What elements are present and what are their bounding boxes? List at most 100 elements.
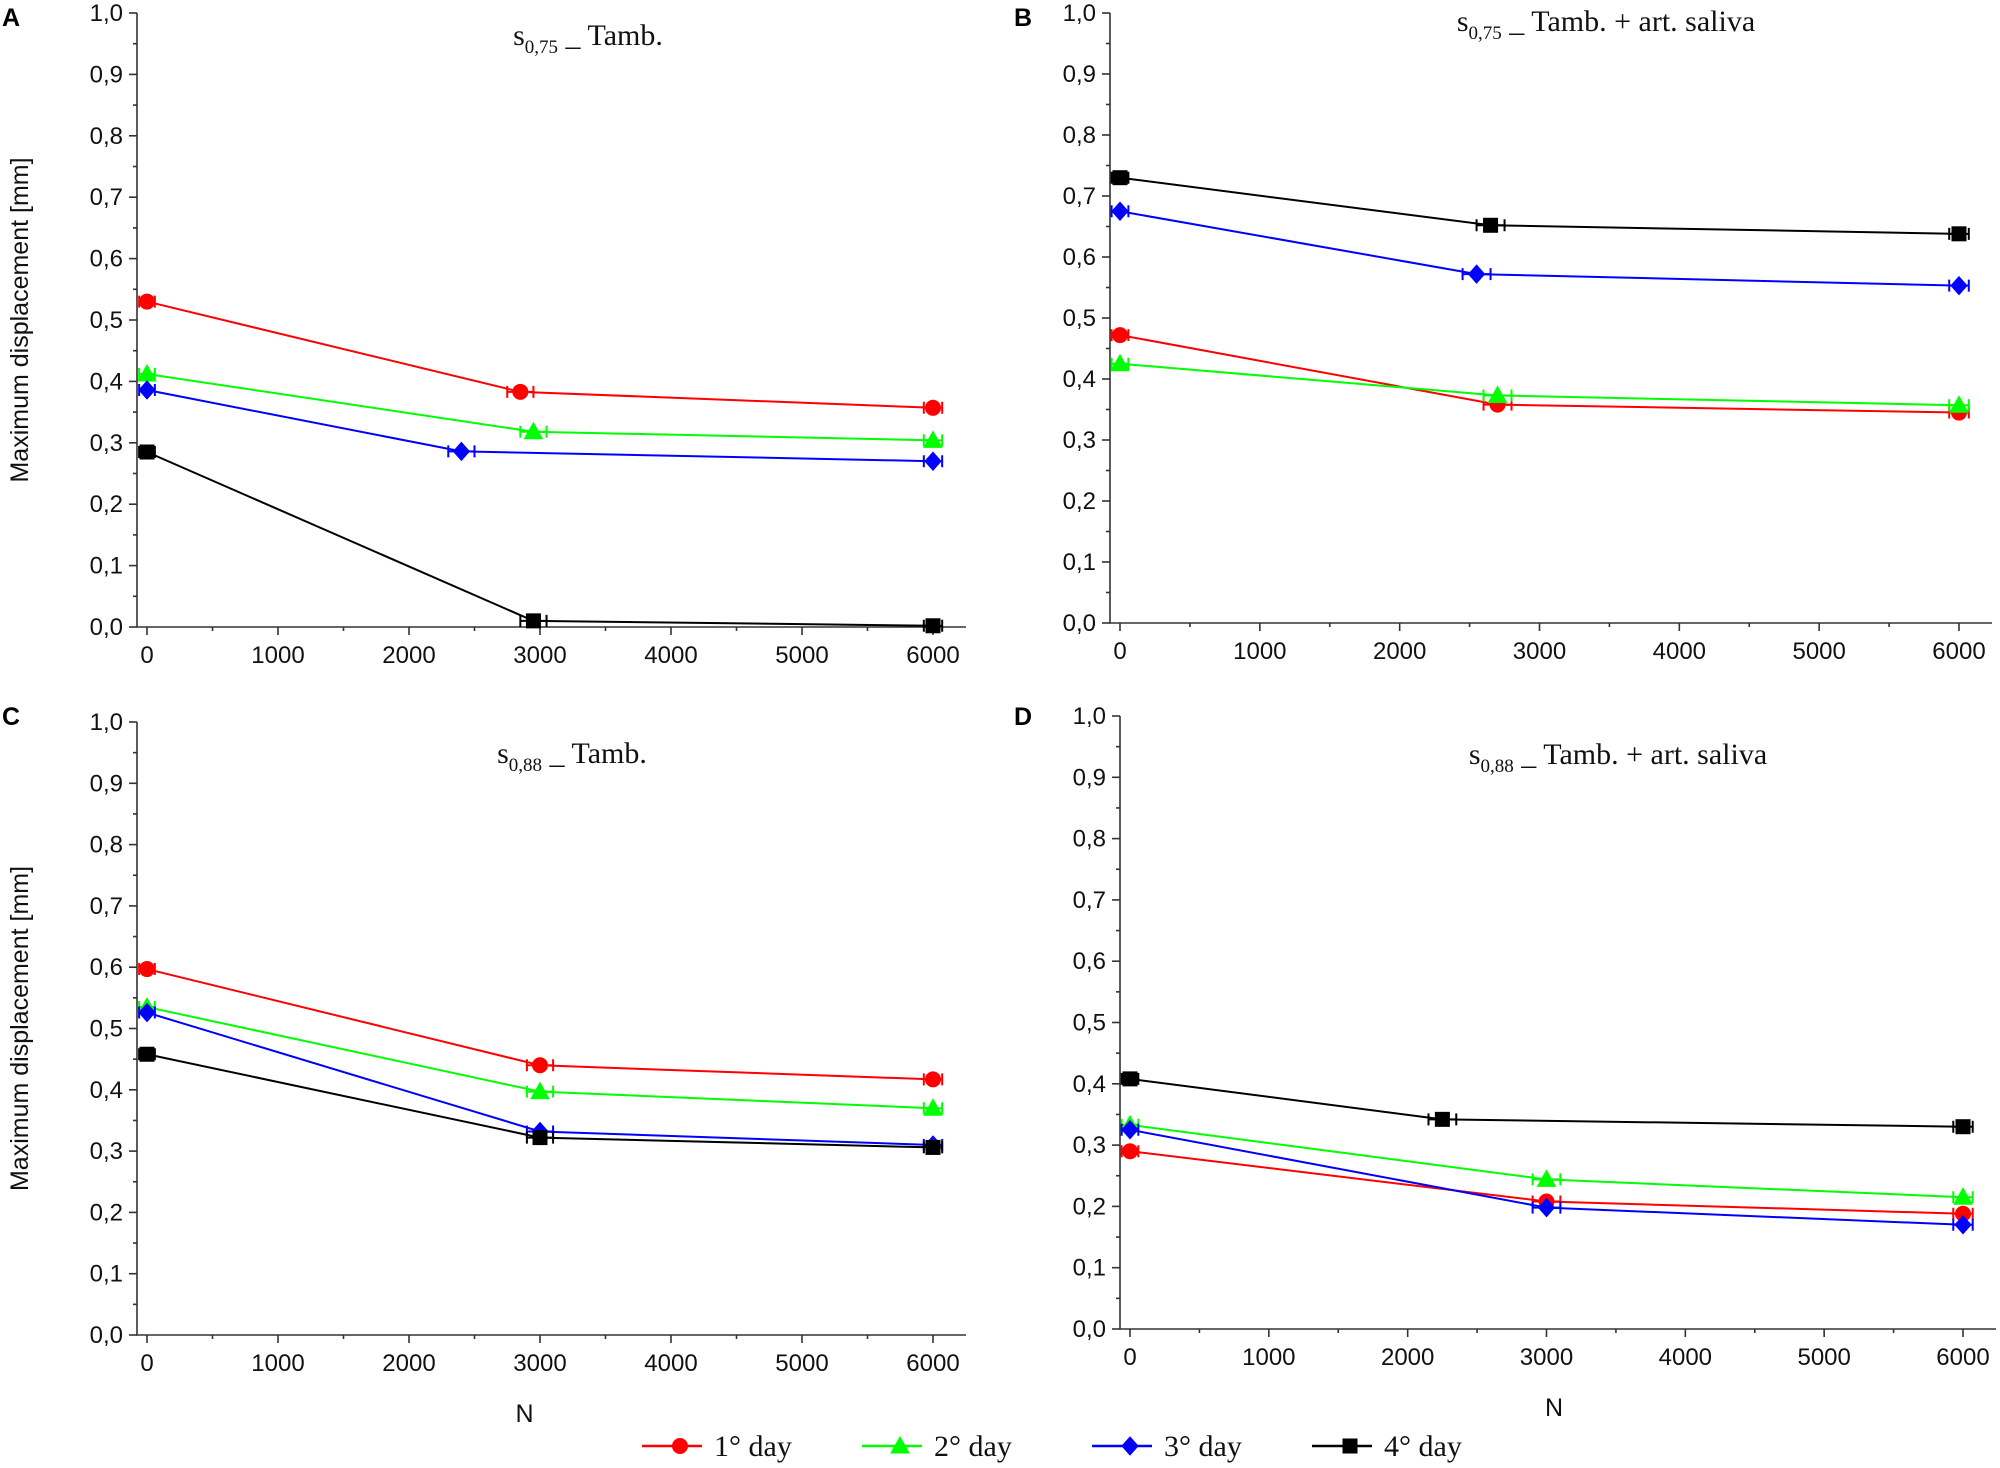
- legend: 1° day 2° day 3° day 4° day: [642, 1430, 1462, 1463]
- axis-frame: [136, 13, 966, 628]
- data-point: [1951, 226, 1967, 242]
- x-axis-label: N: [515, 1400, 533, 1428]
- panel-letter: D: [1014, 703, 1032, 731]
- series-2-day: [1120, 1114, 1974, 1205]
- legend-item: 1° day: [642, 1430, 792, 1463]
- series-2-day: [1110, 353, 1970, 413]
- y-tick-label: 0,5: [90, 307, 123, 334]
- y-tick-label: 0,3: [1073, 1132, 1106, 1159]
- y-tick-label: 0,4: [90, 368, 123, 395]
- y-tick-label: 1,0: [90, 0, 123, 27]
- x-tick-label: 5000: [775, 1350, 828, 1377]
- y-tick-label: 0,5: [1073, 1010, 1106, 1037]
- x-tick-label: 3000: [1513, 638, 1566, 665]
- y-tick-label: 0,7: [90, 184, 123, 211]
- series-4-day: [138, 1046, 944, 1155]
- data-point: [923, 430, 943, 448]
- chart-title-subscript: 0,75: [525, 37, 558, 58]
- axis-frame: [136, 722, 966, 1336]
- x-tick-label: 0: [1113, 638, 1126, 665]
- y-tick-label: 0,8: [1073, 826, 1106, 853]
- x-tick-label: 4000: [1659, 1344, 1712, 1371]
- y-tick-label: 0,4: [90, 1077, 123, 1104]
- chart-title-subscript: 0,88: [509, 755, 542, 776]
- chart-title-subscript: 0,88: [1481, 756, 1514, 777]
- data-point: [923, 1098, 943, 1116]
- data-point: [1122, 1143, 1138, 1160]
- legend-marker: [1342, 1438, 1358, 1454]
- legend-marker: [672, 1438, 688, 1454]
- series-2-day: [137, 997, 944, 1116]
- axis-frame: [1119, 716, 1996, 1330]
- chart-title: s0,88 _ Tamb.: [497, 737, 647, 776]
- y-tick-label: 0,2: [90, 491, 123, 518]
- series-line: [1129, 1077, 1964, 1128]
- x-tick-label: 2000: [1373, 638, 1426, 665]
- panel-letter: C: [2, 703, 20, 731]
- x-tick-label: 2000: [1381, 1344, 1434, 1371]
- y-tick-label: 0,1: [1073, 1255, 1106, 1282]
- x-tick-label: 1000: [1242, 1344, 1295, 1371]
- legend-label: 3° day: [1164, 1430, 1242, 1463]
- chart-title-rest: _ Tamb. + art. saliva: [1502, 5, 1755, 38]
- data-point: [139, 293, 155, 310]
- legend-marker: [890, 1435, 910, 1454]
- y-tick-label: 0,9: [90, 770, 123, 797]
- data-point: [138, 380, 156, 400]
- series-3-day: [138, 380, 944, 471]
- y-tick-label: 0,7: [90, 893, 123, 920]
- y-axis-label: Maximum displacement [mm]: [6, 157, 34, 482]
- chart-title-main: s: [513, 19, 525, 52]
- series-4-day: [138, 444, 944, 634]
- chart-title-main: s: [1457, 5, 1469, 38]
- y-tick-label: 0,3: [1063, 427, 1096, 454]
- y-tick-label: 0,6: [1063, 244, 1096, 271]
- x-tick-label: 6000: [1932, 638, 1985, 665]
- x-tick-label: 6000: [906, 642, 959, 669]
- data-point: [1110, 353, 1130, 372]
- series-line: [146, 373, 934, 442]
- y-tick-label: 0,4: [1073, 1071, 1106, 1098]
- legend-label: 2° day: [934, 1430, 1012, 1463]
- data-point: [1950, 275, 1968, 296]
- series-line: [1119, 362, 1960, 407]
- data-point: [925, 1071, 941, 1088]
- data-point: [924, 451, 942, 471]
- data-point: [530, 1081, 550, 1100]
- y-tick-label: 0,2: [90, 1199, 123, 1226]
- chart-panel-c: 0,0 0,1 0,2 0,3 0,4 0,5 0,6 0,7 0,8 0,9 1,0 0 1000 20…: [2, 703, 966, 1428]
- y-tick-label: 0,1: [90, 1261, 123, 1288]
- x-axis-label: N: [1545, 1394, 1563, 1422]
- data-point: [525, 613, 541, 629]
- chart-title: s0,88 _ Tamb. + art. saliva: [1469, 738, 1767, 777]
- y-tick-label: 0,6: [90, 246, 123, 273]
- data-point: [1112, 327, 1128, 344]
- chart-title-main: s: [1469, 738, 1481, 771]
- series-line: [1119, 176, 1960, 235]
- x-tick-label: 1000: [251, 642, 304, 669]
- data-point: [1537, 1197, 1556, 1218]
- series-3-day: [1120, 1120, 1974, 1235]
- y-tick-label: 0,8: [90, 123, 123, 150]
- x-tick-label: 3000: [513, 642, 566, 669]
- data-point: [1955, 1119, 1971, 1135]
- series-4-day: [1110, 170, 1970, 242]
- data-point: [1949, 395, 1969, 413]
- x-tick-label: 5000: [775, 642, 828, 669]
- series-line: [146, 389, 934, 463]
- panel-letter: A: [2, 4, 20, 32]
- x-tick-label: 0: [1123, 1344, 1136, 1371]
- x-tick-label: 4000: [644, 642, 697, 669]
- data-point: [925, 399, 941, 416]
- y-tick-label: 0,4: [1063, 366, 1096, 393]
- data-point: [139, 444, 155, 460]
- y-tick-label: 0,5: [1063, 305, 1096, 332]
- x-tick-label: 5000: [1792, 638, 1845, 665]
- x-tick-label: 6000: [906, 1350, 959, 1377]
- data-point: [452, 441, 471, 462]
- data-point: [1954, 1215, 1972, 1235]
- x-tick-label: 0: [140, 642, 153, 669]
- y-tick-label: 0,6: [1073, 948, 1106, 975]
- y-tick-label: 0,9: [1073, 764, 1106, 791]
